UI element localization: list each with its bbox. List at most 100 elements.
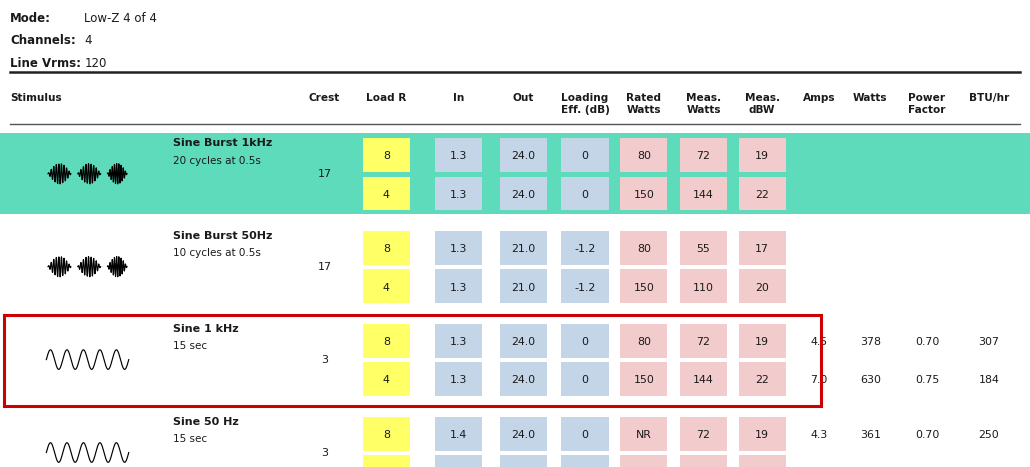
Bar	[620, 324, 667, 358]
Text: 21.0: 21.0	[511, 244, 536, 254]
Text: 8: 8	[383, 430, 389, 440]
Text: 19: 19	[755, 430, 769, 440]
Text: -1.2: -1.2	[575, 244, 595, 254]
Text: 24.0: 24.0	[511, 430, 536, 440]
Text: 150: 150	[633, 190, 654, 199]
Text: 80: 80	[637, 337, 651, 347]
Text: 3: 3	[321, 355, 328, 365]
Text: Meas.
Watts: Meas. Watts	[686, 93, 721, 115]
Bar	[739, 417, 786, 451]
Text: 24.0: 24.0	[511, 190, 536, 199]
Bar	[500, 417, 547, 451]
Bar	[680, 138, 727, 172]
Text: 250: 250	[978, 430, 999, 440]
Text: 17: 17	[317, 169, 332, 179]
Text: 144: 144	[693, 375, 714, 385]
Bar	[739, 177, 786, 210]
Text: 307: 307	[978, 337, 999, 347]
Bar	[680, 177, 727, 210]
Bar	[363, 138, 410, 172]
Text: 80: 80	[637, 244, 651, 254]
Text: 10 cycles at 0.5s: 10 cycles at 0.5s	[173, 248, 261, 258]
Bar	[561, 417, 609, 451]
Text: -1.2: -1.2	[575, 283, 595, 292]
Bar	[435, 324, 482, 358]
Bar	[620, 362, 667, 396]
Bar	[620, 138, 667, 172]
Text: 4: 4	[84, 34, 92, 47]
Bar	[620, 455, 667, 467]
Bar	[680, 231, 727, 265]
Bar	[561, 324, 609, 358]
Bar	[739, 455, 786, 467]
Bar	[0, 133, 1030, 214]
Bar	[739, 231, 786, 265]
Bar	[680, 269, 727, 303]
Text: Mode:: Mode:	[10, 12, 52, 25]
Text: 72: 72	[696, 151, 711, 161]
Bar	[739, 269, 786, 303]
Bar	[363, 324, 410, 358]
Text: Meas.
dBW: Meas. dBW	[745, 93, 780, 115]
Text: 8: 8	[383, 244, 389, 254]
Text: Channels:: Channels:	[10, 34, 76, 47]
Bar	[435, 417, 482, 451]
Bar	[500, 324, 547, 358]
Bar	[680, 362, 727, 396]
Text: 24.0: 24.0	[511, 151, 536, 161]
Text: 0.70: 0.70	[915, 337, 939, 347]
Text: 22: 22	[755, 190, 769, 199]
Text: Crest: Crest	[309, 93, 340, 103]
Bar	[0, 319, 1030, 400]
Bar	[435, 231, 482, 265]
Text: 24.0: 24.0	[511, 337, 536, 347]
Bar	[363, 362, 410, 396]
Text: Sine 1 kHz: Sine 1 kHz	[173, 324, 239, 333]
Text: Load R: Load R	[366, 93, 407, 103]
Bar	[363, 269, 410, 303]
Bar	[739, 324, 786, 358]
Bar	[435, 362, 482, 396]
Bar	[500, 455, 547, 467]
Text: 0.70: 0.70	[915, 430, 939, 440]
Bar	[500, 362, 547, 396]
Bar	[561, 138, 609, 172]
Text: 7.0: 7.0	[811, 375, 827, 385]
Text: Low-Z 4 of 4: Low-Z 4 of 4	[84, 12, 158, 25]
Text: 15 sec: 15 sec	[173, 341, 207, 351]
Text: 150: 150	[633, 375, 654, 385]
Bar	[561, 269, 609, 303]
Text: 72: 72	[696, 430, 711, 440]
Bar	[561, 455, 609, 467]
Text: 4: 4	[383, 190, 389, 199]
Text: Loading
Eff. (dB): Loading Eff. (dB)	[560, 93, 610, 115]
Text: Sine Burst 50Hz: Sine Burst 50Hz	[173, 231, 272, 241]
Bar	[561, 362, 609, 396]
Text: Stimulus: Stimulus	[10, 93, 62, 103]
Bar	[561, 177, 609, 210]
Bar	[363, 455, 410, 467]
Bar	[620, 177, 667, 210]
Text: 55: 55	[696, 244, 711, 254]
Text: 378: 378	[860, 337, 881, 347]
Text: 3: 3	[321, 448, 328, 458]
Bar	[0, 412, 1030, 467]
Text: Watts: Watts	[853, 93, 888, 103]
Bar	[561, 231, 609, 265]
Text: 4: 4	[383, 283, 389, 292]
Text: 0: 0	[582, 151, 588, 161]
Bar	[500, 138, 547, 172]
Text: 17: 17	[317, 262, 332, 272]
Bar	[500, 231, 547, 265]
Text: 19: 19	[755, 337, 769, 347]
Text: 8: 8	[383, 337, 389, 347]
Text: 120: 120	[84, 57, 107, 70]
Text: Amps: Amps	[802, 93, 835, 103]
Text: 361: 361	[860, 430, 881, 440]
Text: 110: 110	[693, 283, 714, 292]
Bar	[435, 138, 482, 172]
Text: 4: 4	[383, 375, 389, 385]
Text: 0: 0	[582, 337, 588, 347]
Text: 72: 72	[696, 337, 711, 347]
Text: 630: 630	[860, 375, 881, 385]
